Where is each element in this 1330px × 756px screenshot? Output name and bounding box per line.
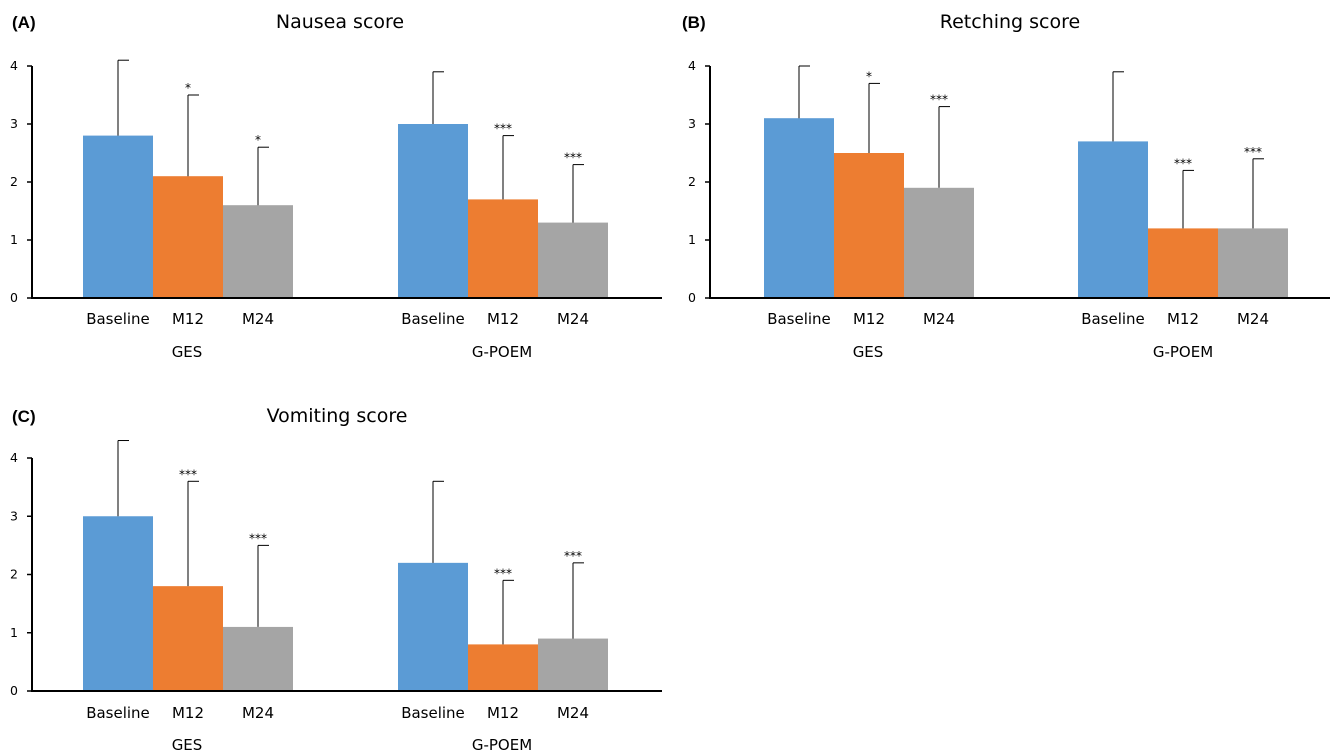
x-category-label: M12 [853,310,885,328]
y-tick-label: 1 [688,232,696,247]
bar [834,153,904,298]
significance-marker: * [255,133,261,147]
x-category-label: Baseline [401,704,465,722]
significance-marker: * [866,69,872,83]
x-category-label: Baseline [86,310,150,328]
x-category-label: M12 [172,310,204,328]
bar [223,626,293,691]
significance-marker: *** [564,151,582,165]
y-tick-label: 0 [10,290,18,305]
bar [223,205,293,298]
y-tick-label: 4 [10,450,18,465]
y-tick-label: 0 [10,683,18,698]
y-tick-label: 3 [10,116,18,131]
x-category-label: Baseline [86,704,150,722]
bar [83,135,153,298]
bar [398,562,468,691]
y-tick-label: 3 [10,508,18,523]
panel-label: (C) [12,407,36,426]
x-category-label: Baseline [401,310,465,328]
x-group-label: GES [172,343,203,361]
bar [468,199,538,298]
x-category-label: M24 [923,310,955,328]
significance-marker: * [185,81,191,95]
x-category-label: M12 [1167,310,1199,328]
significance-marker: *** [494,566,512,580]
chart-title: Vomiting score [267,405,408,427]
bar [764,118,834,298]
chart-title: Retching score [940,11,1080,33]
y-tick-label: 2 [10,174,18,189]
x-group-label: G-POEM [472,343,532,361]
bar [904,187,974,298]
x-category-label: M24 [557,310,589,328]
significance-marker: *** [1174,156,1192,170]
x-category-label: Baseline [767,310,831,328]
significance-marker: *** [494,122,512,136]
bar [538,222,608,298]
bar [538,638,608,691]
bar [153,586,223,691]
bar [83,516,153,691]
panel-label: (A) [12,13,36,32]
y-tick-label: 2 [688,174,696,189]
x-category-label: M12 [487,310,519,328]
x-category-label: M24 [557,704,589,722]
y-tick-label: 4 [10,58,18,73]
x-category-label: Baseline [1081,310,1145,328]
y-tick-label: 0 [688,290,696,305]
y-tick-label: 1 [10,625,18,640]
x-group-label: G-POEM [1153,343,1213,361]
significance-marker: *** [179,467,197,481]
bar [398,124,468,298]
significance-marker: *** [249,531,267,545]
y-tick-label: 4 [688,58,696,73]
bar [153,176,223,298]
x-group-label: GES [853,343,884,361]
y-tick-label: 2 [10,567,18,582]
bar [1218,228,1288,298]
significance-marker: *** [564,549,582,563]
bar [468,644,538,691]
x-category-label: M12 [172,704,204,722]
panel-label: (B) [682,13,706,32]
x-category-label: M24 [242,310,274,328]
x-group-label: G-POEM [472,736,532,754]
y-tick-label: 3 [688,116,696,131]
significance-marker: *** [1244,145,1262,159]
x-category-label: M24 [1237,310,1269,328]
significance-marker: *** [930,93,948,107]
y-tick-label: 1 [10,232,18,247]
x-category-label: M12 [487,704,519,722]
chart-title: Nausea score [276,11,404,33]
bar [1078,141,1148,298]
bar [1148,228,1218,298]
x-category-label: M24 [242,704,274,722]
x-group-label: GES [172,736,203,754]
